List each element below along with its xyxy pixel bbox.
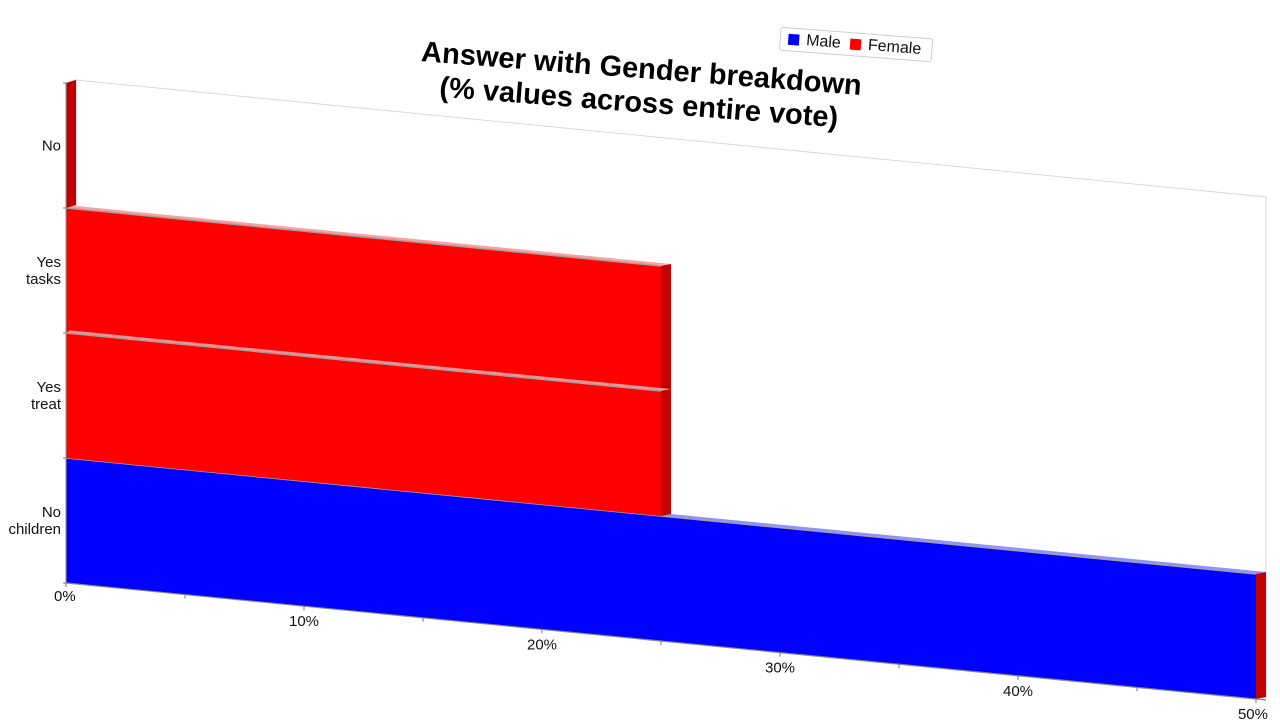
bar-female-yes-tasks-side <box>661 264 671 391</box>
x-tick-label: 30% <box>765 660 795 677</box>
y-tick-label-line: No <box>42 504 61 521</box>
bar-female-no <box>66 80 76 208</box>
bar-female-yes-treat-top <box>66 330 671 391</box>
x-tick-label: 10% <box>289 613 319 630</box>
bar-female-yes-treat-side <box>661 389 671 516</box>
bar-male-no-children-front <box>66 458 1256 699</box>
bar-female-yes-tasks-top <box>66 205 671 266</box>
x-axis: 0% 10% 20% 30% 40% 50% <box>54 582 1268 720</box>
y-tick-label-line: Yes <box>37 379 61 396</box>
y-tick-label: Yes treat <box>31 379 62 413</box>
legend: Male Female <box>779 26 934 63</box>
y-tick-label-line: tasks <box>26 271 61 288</box>
x-axis-line <box>65 582 1267 701</box>
legend-label-male: Male <box>806 32 842 52</box>
legend-swatch-female <box>849 38 862 51</box>
bar-female-yes-treat-edge <box>65 332 662 392</box>
legend-label-female: Female <box>867 37 922 58</box>
y-tick-label: No <box>42 138 61 155</box>
legend-swatch-male <box>787 33 800 46</box>
x-tick-label: 20% <box>527 636 557 653</box>
y-tick-label: No children <box>8 504 61 538</box>
bars <box>65 80 1266 699</box>
bar-female-yes-tasks-edge <box>65 207 662 267</box>
bar-female-yes-treat <box>65 330 671 516</box>
bar-female-yes-treat-front <box>66 333 661 516</box>
bar-female-no-side <box>66 80 76 208</box>
y-tick-label-line: No <box>42 138 61 155</box>
bar-male-no-children-side <box>1256 572 1266 699</box>
x-tick-label: 40% <box>1003 683 1033 700</box>
x-tick-label: 50% <box>1238 706 1268 720</box>
y-tick-label-line: children <box>8 521 61 538</box>
x-tick-label: 0% <box>54 588 76 605</box>
y-tick-label: Yes tasks <box>26 254 61 288</box>
y-tick-label-line: Yes <box>37 254 61 271</box>
bar-male-no-children-edge <box>65 457 1257 575</box>
y-tick-label-line: treat <box>31 396 62 413</box>
